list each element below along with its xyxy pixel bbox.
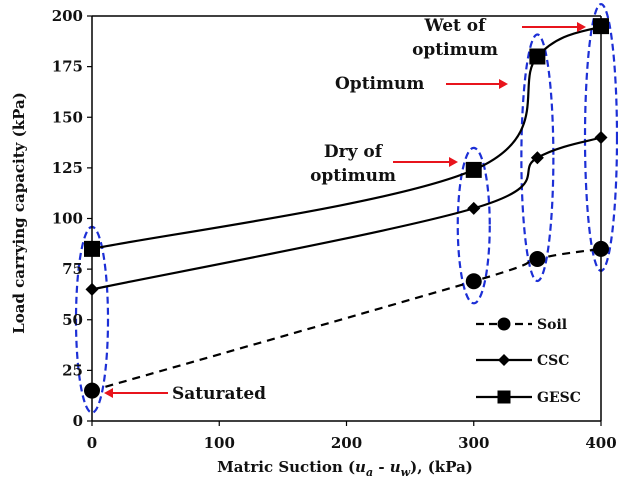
annotation-text: Wet of bbox=[424, 16, 488, 36]
annotation-text: optimum bbox=[412, 40, 498, 60]
x-axis-title-part: a bbox=[366, 466, 373, 479]
annotation-dry-of-optimum: Dry of optimum bbox=[310, 142, 458, 186]
series-line bbox=[91, 247, 602, 392]
x-axis-title-part: w bbox=[401, 466, 411, 479]
y-tick-label: 25 bbox=[62, 361, 83, 379]
x-axis-title: Matric Suction (ua - uw), (kPa) bbox=[217, 458, 473, 479]
y-tick-label: 125 bbox=[52, 159, 83, 177]
plot-axes: 0 25 50 75 100 125 150 175 200 0 100 200 300 400 bbox=[52, 7, 617, 452]
annotations: Saturated Dry of optimum Optimum Wet of optim… bbox=[104, 16, 586, 404]
series-soil bbox=[84, 240, 609, 399]
x-tick-label: 0 bbox=[87, 434, 97, 452]
legend-item-gesc: GESC bbox=[476, 390, 581, 406]
data-point-diamond bbox=[467, 201, 481, 215]
x-axis-title-part: Matric Suction ( bbox=[217, 458, 355, 476]
series-csc bbox=[85, 131, 608, 296]
arrow-head bbox=[577, 22, 586, 32]
data-point-diamond bbox=[530, 151, 544, 165]
y-tick-label: 0 bbox=[73, 412, 83, 430]
x-axis-title-part: u bbox=[355, 458, 366, 476]
y-tick-label: 50 bbox=[62, 311, 83, 329]
x-tick-label: 300 bbox=[458, 434, 489, 452]
data-point-diamond bbox=[85, 282, 99, 296]
data-point-circle bbox=[465, 273, 482, 290]
legend-item-soil: Soil bbox=[476, 317, 567, 333]
legend-label: Soil bbox=[537, 317, 567, 333]
data-point-square bbox=[529, 48, 546, 65]
x-tick-label: 200 bbox=[331, 434, 362, 452]
x-axis-title-part: u bbox=[390, 458, 401, 476]
annotation-saturated: Saturated bbox=[104, 384, 266, 404]
data-point-square bbox=[84, 240, 100, 257]
data-point-diamond bbox=[498, 354, 510, 366]
x-axis-title-part: ), (kPa) bbox=[410, 458, 473, 476]
series-line bbox=[91, 136, 602, 291]
legend-label: CSC bbox=[537, 353, 569, 369]
group-ellipse bbox=[520, 33, 555, 283]
y-tick-label: 75 bbox=[62, 260, 83, 278]
annotation-optimum: Optimum bbox=[335, 74, 508, 94]
data-point-square bbox=[497, 390, 511, 404]
data-point-square bbox=[593, 18, 609, 35]
x-tick-label: 400 bbox=[585, 434, 616, 452]
group-ellipse bbox=[456, 146, 491, 305]
annotation-text: Saturated bbox=[172, 384, 266, 404]
data-point-diamond bbox=[594, 131, 608, 144]
data-point-circle bbox=[529, 251, 546, 267]
data-point-circle bbox=[497, 317, 511, 331]
annotation-text: Dry of bbox=[324, 142, 384, 162]
annotation-text: optimum bbox=[310, 166, 396, 186]
legend: Soil CSC GESC bbox=[476, 317, 581, 406]
y-tick-label: 175 bbox=[52, 58, 83, 76]
data-point-square bbox=[465, 161, 482, 178]
y-tick-label: 150 bbox=[52, 108, 83, 126]
legend-item-csc: CSC bbox=[476, 353, 569, 369]
data-series bbox=[84, 18, 609, 399]
y-tick-label: 100 bbox=[52, 210, 83, 228]
x-axis-title-part: - bbox=[373, 458, 390, 476]
arrow-head bbox=[499, 79, 508, 89]
y-axis-title: Load carrying capacity (kPa) bbox=[10, 92, 28, 334]
annotation-text: Optimum bbox=[335, 74, 424, 94]
y-tick-label: 200 bbox=[52, 7, 83, 25]
series-line bbox=[91, 25, 602, 250]
group-highlight-ellipses bbox=[74, 3, 618, 414]
arrow-head bbox=[104, 388, 113, 398]
data-point-circle bbox=[593, 240, 609, 257]
arrow-head bbox=[449, 157, 458, 167]
series-gesc bbox=[84, 18, 609, 257]
x-tick-label: 100 bbox=[204, 434, 235, 452]
annotation-wet-of-optimum: Wet of optimum bbox=[412, 16, 586, 60]
data-point-circle bbox=[84, 382, 100, 399]
legend-label: GESC bbox=[537, 390, 581, 406]
